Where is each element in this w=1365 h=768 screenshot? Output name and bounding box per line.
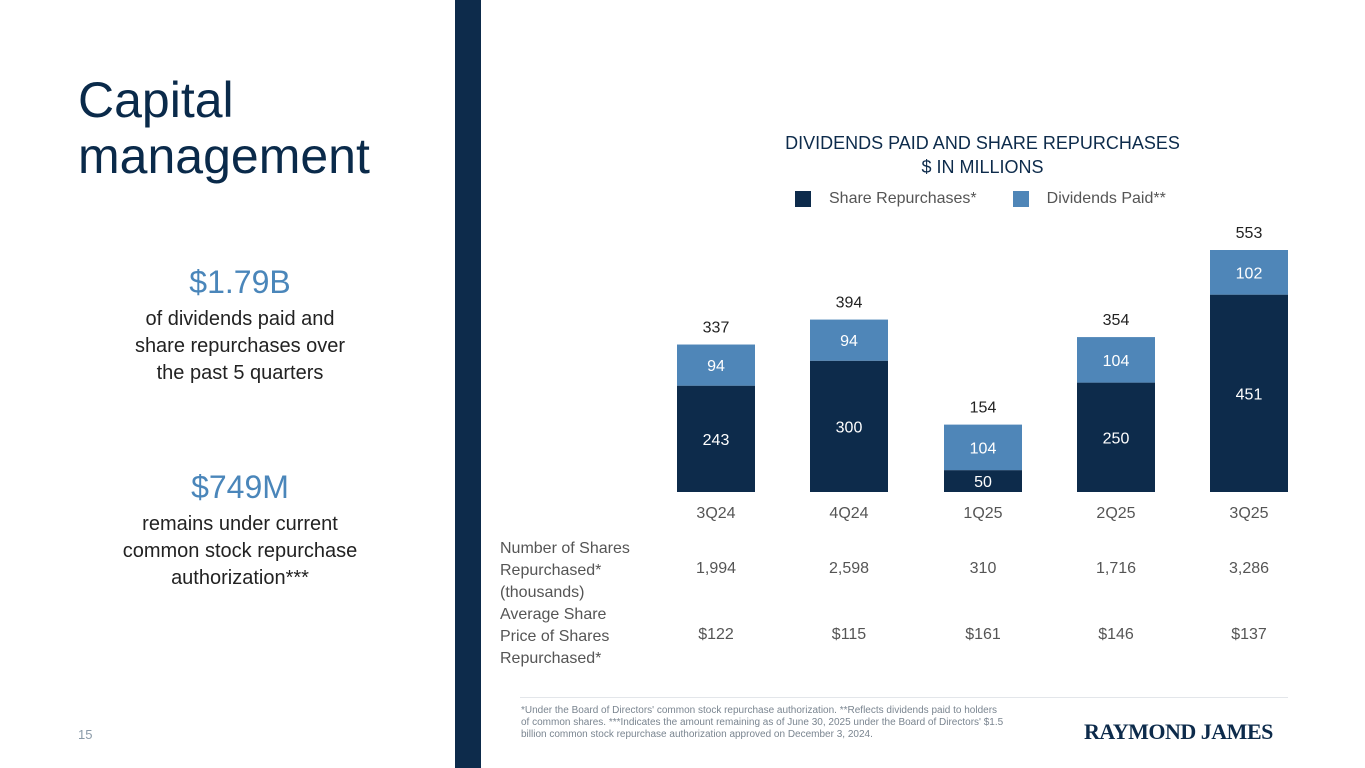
chart-title: DIVIDENDS PAID AND SHARE REPURCHASES $ I… [700, 131, 1265, 179]
data-label-share-repurchases: 451 [1236, 386, 1263, 403]
page-title: Capital management [78, 72, 370, 184]
bar-share-repurchases [1210, 294, 1288, 492]
legend-swatch-share-repurchases [795, 191, 811, 207]
table-cell: 3,286 [1228, 560, 1270, 577]
stat-desc-line: the past 5 quarters [156, 362, 324, 384]
legend-label: Share Repurchases* [829, 190, 977, 207]
footnote: *Under the Board of Directors' common st… [521, 705, 1046, 741]
data-label-total: 337 [703, 320, 730, 337]
stat-desc-line: of dividends paid and [145, 308, 335, 330]
data-label-total: 354 [1103, 312, 1130, 329]
bar-dividends-paid [677, 344, 755, 386]
data-label-dividends-paid: 104 [970, 440, 997, 457]
data-label-share-repurchases: 50 [974, 474, 992, 491]
table-cell: 310 [969, 560, 997, 577]
raymond-james-logo: RAYMOND JAMES [1084, 719, 1273, 744]
footnote-line: *Under the Board of Directors' common st… [521, 705, 998, 716]
footnote-line: of common shares. ***Indicates the amoun… [521, 717, 1004, 728]
row-label-line: Number of Shares [500, 540, 630, 557]
page-title-line-2: management [78, 128, 370, 184]
table-cell: $137 [1231, 626, 1267, 643]
row-label-line: (thousands) [500, 584, 585, 601]
row-label-line: Repurchased* [500, 562, 602, 579]
chart-legend: Share Repurchases* Dividends Paid** [795, 190, 1202, 208]
table-cell: 1,716 [1095, 560, 1137, 577]
bar-share-repurchases [810, 360, 888, 492]
legend-item-dividends-paid: Dividends Paid** [1012, 190, 1166, 208]
legend-item-share-repurchases: Share Repurchases* [795, 190, 977, 208]
data-label-total: 154 [970, 400, 997, 417]
stat-desc-line: common stock repurchase [122, 540, 358, 562]
table-row-label-shares-repurchased: Number of Shares Repurchased* (thousands… [500, 538, 660, 604]
table-cell: $146 [1098, 626, 1134, 643]
x-tick-label: 1Q25 [963, 505, 1002, 522]
data-label-dividends-paid: 102 [1236, 265, 1263, 282]
stat-remaining-authorization-description: remains under current common stock repur… [80, 511, 400, 592]
table-cell: 1,994 [695, 560, 737, 577]
stat-remaining-authorization-value: $749M [191, 469, 289, 505]
table-cell: $115 [831, 626, 867, 643]
chart-title-line-1: DIVIDENDS PAID AND SHARE REPURCHASES [785, 133, 1180, 153]
stat-desc-line: remains under current [142, 513, 338, 535]
bar-dividends-paid [1210, 250, 1288, 295]
page-title-line-1: Capital [78, 72, 234, 128]
data-label-dividends-paid: 94 [840, 333, 858, 350]
table-cell: $122 [698, 626, 734, 643]
x-tick-label: 4Q24 [829, 505, 868, 522]
bar-dividends-paid [1077, 337, 1155, 383]
data-label-share-repurchases: 243 [703, 432, 730, 449]
data-label-share-repurchases: 250 [1103, 430, 1130, 447]
x-tick-label: 3Q25 [1229, 505, 1268, 522]
footnote-line: billion common stock repurchase authoriz… [521, 729, 873, 740]
data-label-dividends-paid: 94 [707, 358, 725, 375]
bar-share-repurchases [944, 470, 1022, 492]
row-label-line: Average Share [500, 606, 607, 623]
stat-dividends-repurchases-description: of dividends paid and share repurchases … [80, 306, 400, 387]
page-number: 15 [78, 727, 93, 742]
bar-dividends-paid [810, 319, 888, 361]
footnote-divider [520, 697, 1288, 698]
legend-label: Dividends Paid** [1046, 190, 1166, 207]
vertical-divider-bar [455, 0, 481, 768]
data-label-total: 394 [836, 295, 863, 312]
x-tick-label: 2Q25 [1096, 505, 1135, 522]
data-label-share-repurchases: 300 [836, 419, 863, 436]
data-label-total: 553 [1236, 225, 1263, 242]
table-row-label-average-share-price: Average Share Price of Shares Repurchase… [500, 604, 660, 670]
table-cell: 2,598 [828, 560, 870, 577]
legend-swatch-dividends-paid [1012, 191, 1029, 207]
stat-dividends-repurchases-value: $1.79B [189, 264, 291, 300]
stat-desc-line: share repurchases over [134, 335, 346, 357]
table-cell: $161 [965, 626, 1001, 643]
row-label-line: Repurchased* [500, 650, 602, 667]
data-label-dividends-paid: 104 [1103, 353, 1130, 370]
x-tick-label: 3Q24 [696, 505, 735, 522]
row-label-line: Price of Shares [500, 628, 610, 645]
bar-share-repurchases [1077, 382, 1155, 492]
stat-desc-line: authorization*** [171, 567, 309, 589]
chart-title-line-2: $ IN MILLIONS [921, 157, 1044, 177]
bar-dividends-paid [944, 424, 1022, 471]
bar-share-repurchases [677, 385, 755, 492]
